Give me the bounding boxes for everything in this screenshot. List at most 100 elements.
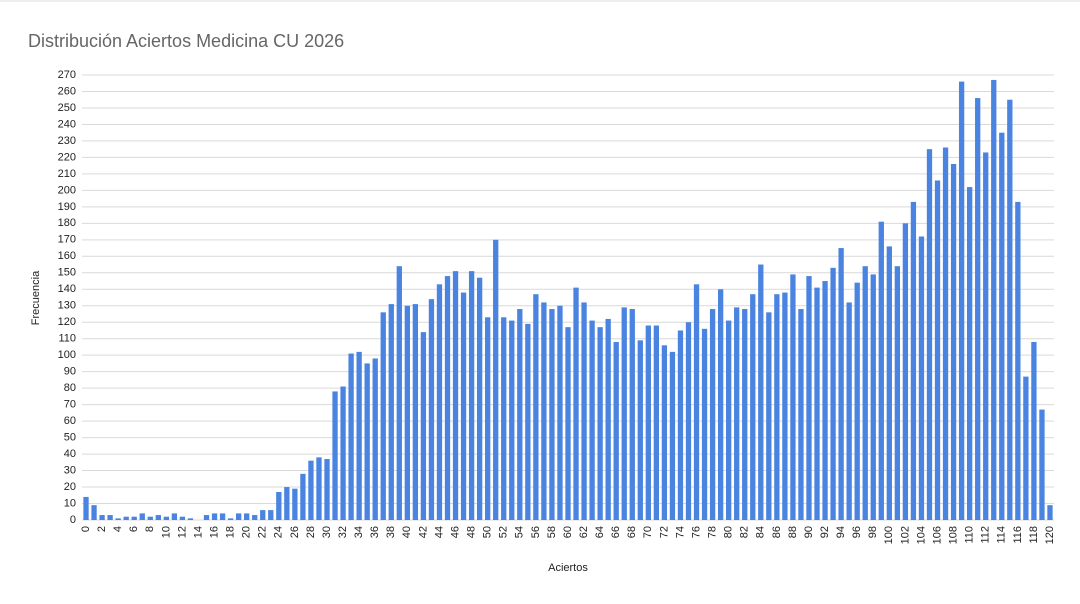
bar (878, 221, 884, 520)
x-tick-label: 116 (1012, 526, 1024, 544)
y-tick-label: 110 (58, 333, 76, 345)
bar (1047, 505, 1053, 520)
y-tick-label: 260 (58, 85, 76, 97)
bar (942, 147, 949, 520)
bar (107, 515, 113, 520)
bar (91, 505, 97, 520)
x-tick-label: 66 (610, 526, 622, 538)
bar (991, 79, 997, 520)
y-tick-label: 120 (58, 316, 76, 328)
bar (830, 267, 836, 520)
y-tick-label: 180 (58, 217, 76, 229)
x-tick-label: 36 (369, 526, 381, 538)
bar (814, 287, 820, 520)
y-tick-label: 40 (64, 448, 76, 460)
x-tick-label: 26 (289, 526, 301, 538)
bar (525, 323, 531, 520)
bar (308, 460, 314, 520)
y-tick-label: 150 (58, 267, 76, 279)
bar (926, 149, 933, 520)
bar (268, 510, 274, 520)
y-tick-label: 170 (58, 234, 76, 246)
bar (428, 299, 435, 520)
bar (645, 325, 651, 520)
bar (854, 282, 860, 520)
bar (171, 513, 178, 520)
bar (517, 309, 523, 520)
x-tick-label: 24 (273, 526, 285, 538)
bar (557, 305, 563, 520)
x-tick-label: 44 (433, 526, 445, 538)
bar (613, 342, 619, 520)
bar (605, 318, 611, 520)
y-tick-label: 90 (64, 366, 76, 378)
bar (260, 510, 266, 520)
bar (894, 266, 901, 520)
bar (485, 317, 491, 520)
chart-title: Distribución Aciertos Medicina CU 2026 (28, 31, 344, 51)
y-tick-label: 240 (58, 118, 76, 130)
bar (380, 312, 386, 520)
x-tick-label: 100 (883, 526, 895, 544)
x-tick-label: 104 (915, 526, 927, 544)
bar (509, 320, 515, 520)
x-tick-label: 42 (417, 526, 429, 538)
bar (693, 284, 700, 520)
x-tick-label: 76 (690, 526, 702, 538)
x-tick-label: 4 (112, 526, 124, 532)
x-tick-label: 28 (305, 526, 317, 538)
bar (396, 266, 402, 520)
x-tick-label: 120 (1044, 526, 1056, 544)
bar (999, 132, 1005, 520)
x-tick-label: 18 (225, 526, 237, 538)
x-tick-label: 86 (771, 526, 783, 538)
bar (493, 239, 499, 520)
bar (468, 271, 475, 520)
bar (902, 223, 909, 521)
bar (131, 516, 137, 520)
bar (967, 187, 973, 520)
bar (581, 302, 587, 520)
x-tick-label: 30 (321, 526, 333, 538)
y-tick-label: 80 (64, 382, 76, 394)
x-tick-label: 92 (819, 526, 831, 538)
bar (918, 236, 925, 520)
bar (372, 358, 378, 520)
bar (621, 307, 627, 520)
x-tick-label: 108 (947, 526, 959, 544)
bar (910, 201, 917, 520)
x-tick-label: 56 (530, 526, 542, 538)
bar (774, 294, 780, 520)
bar (549, 309, 555, 520)
bar (701, 328, 708, 520)
bar (332, 391, 338, 520)
bar (669, 351, 676, 520)
x-tick-label: 90 (803, 526, 815, 538)
y-tick-label: 270 (58, 69, 76, 81)
bar (227, 518, 234, 520)
x-tick-label: 68 (626, 526, 638, 538)
bar (750, 294, 756, 520)
bar (870, 274, 876, 520)
bar (1031, 342, 1037, 520)
bar (541, 302, 547, 520)
x-tick-label: 82 (739, 526, 751, 538)
y-tick-label: 200 (58, 184, 76, 196)
x-tick-label: 64 (594, 526, 606, 538)
bar (284, 487, 290, 520)
y-tick-label: 210 (58, 168, 76, 180)
y-tick-label: 250 (58, 102, 76, 114)
bar (709, 309, 716, 520)
bar (219, 513, 226, 520)
y-tick-label: 30 (64, 464, 76, 476)
y-tick-label: 20 (64, 481, 76, 493)
bar (589, 320, 595, 520)
x-tick-label: 34 (353, 526, 365, 538)
bar (163, 516, 169, 520)
bar (934, 180, 941, 520)
bar (846, 302, 852, 520)
x-tick-label: 114 (996, 526, 1008, 544)
bar (316, 457, 322, 520)
bar (573, 287, 579, 520)
x-tick-label: 8 (144, 526, 156, 532)
